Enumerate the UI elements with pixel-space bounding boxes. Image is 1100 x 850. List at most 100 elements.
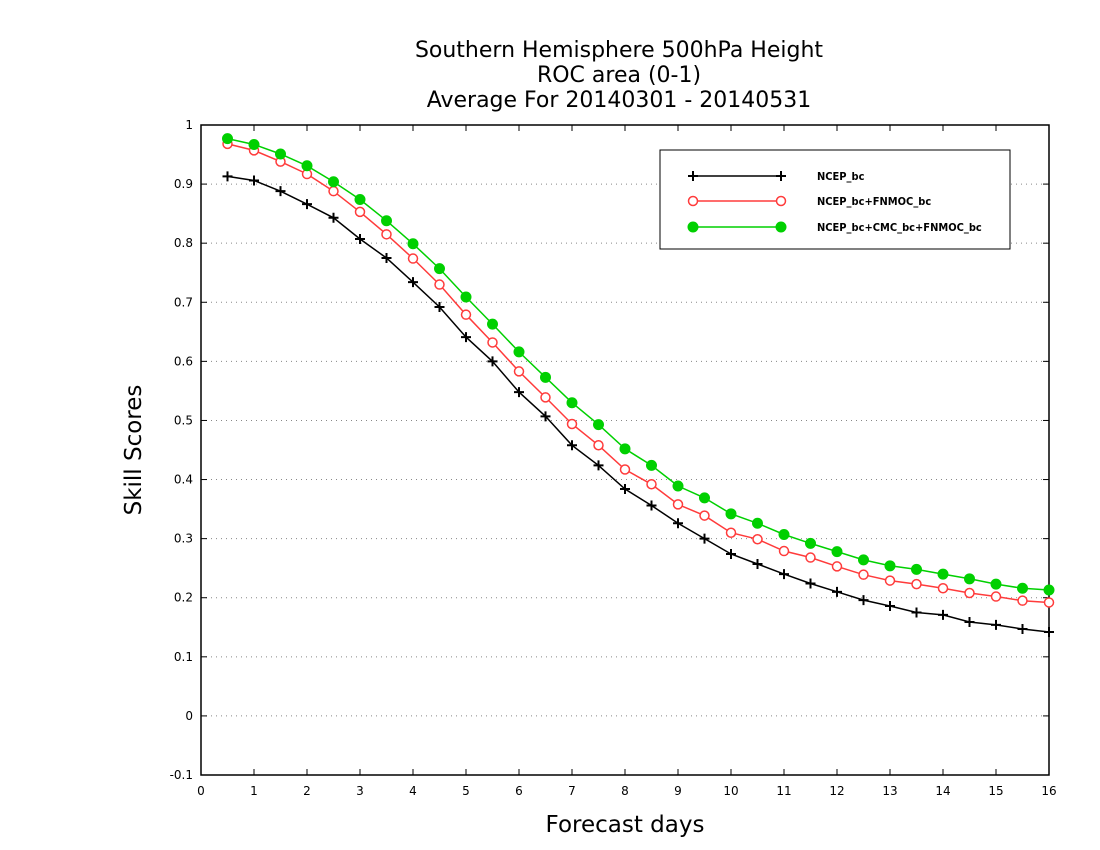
x-tick-label: 4 <box>409 784 417 798</box>
y-tick-label: 0.7 <box>174 295 193 309</box>
data-point <box>222 171 233 182</box>
data-point <box>567 440 577 451</box>
data-point <box>355 234 365 245</box>
data-point <box>938 609 948 620</box>
data-point <box>487 318 498 330</box>
data-point <box>566 418 578 430</box>
x-tick-label: 15 <box>988 784 1003 798</box>
x-tick-label: 16 <box>1041 784 1056 798</box>
y-tick-label: 0.9 <box>174 177 193 191</box>
data-point <box>964 616 975 627</box>
data-point <box>460 291 472 303</box>
x-axis-title: Forecast days <box>546 812 705 838</box>
data-point <box>593 440 604 451</box>
data-point <box>991 619 1001 630</box>
data-point <box>540 411 551 422</box>
y-tick-label: 0.4 <box>174 473 193 487</box>
x-tick-label: 5 <box>462 784 470 798</box>
data-point <box>354 206 366 218</box>
data-point <box>752 517 763 529</box>
data-point <box>673 518 683 529</box>
x-tick-label: 10 <box>723 784 738 798</box>
series-1 <box>222 138 1055 608</box>
data-point <box>858 595 869 606</box>
series-2 <box>222 133 1055 596</box>
legend-box <box>659 149 1011 250</box>
data-point <box>248 139 260 150</box>
data-point <box>779 569 789 580</box>
data-point <box>937 568 949 580</box>
data-point <box>620 484 630 494</box>
data-point <box>434 302 445 312</box>
legend-item: NCEP_bc+FNMOC_bc <box>687 195 931 208</box>
data-point <box>1017 624 1028 635</box>
data-point <box>460 309 472 320</box>
data-point <box>1043 584 1055 596</box>
data-point <box>328 212 339 223</box>
series-0 <box>222 171 1054 637</box>
data-point <box>775 195 787 207</box>
data-point <box>937 583 949 594</box>
data-point <box>328 176 339 188</box>
data-point <box>687 195 699 207</box>
data-point <box>593 460 604 471</box>
data-point <box>619 464 631 475</box>
data-point <box>990 591 1002 602</box>
data-point <box>407 253 419 264</box>
data-point <box>619 443 631 455</box>
x-tick-label: 7 <box>568 784 576 798</box>
data-point <box>222 133 233 145</box>
x-tick-label: 14 <box>935 784 950 798</box>
data-point <box>354 193 366 205</box>
data-point <box>249 175 259 186</box>
y-tick-label: 0 <box>185 709 193 723</box>
x-tick-label: 3 <box>356 784 364 798</box>
data-point <box>275 186 286 197</box>
data-point <box>513 366 525 377</box>
data-point <box>752 533 763 545</box>
data-point <box>381 252 392 263</box>
data-point <box>328 185 339 197</box>
legend: NCEP_bc NCEP_bc+FNMOC_bc NCEP_bc+CMC_bc+FN… <box>659 149 1011 250</box>
legend-label: NCEP_bc+CMC_bc+FNMOC_bc <box>817 221 982 234</box>
legend-item: NCEP_bc+CMC_bc+FNMOC_bc <box>687 221 982 234</box>
y-axis-ticks: -0.1 0 0.1 0.2 0.3 0.4 0.5 0.6 0.7 0.8 0.9 1 <box>170 118 1049 782</box>
data-point <box>805 552 816 563</box>
data-point <box>1017 595 1028 606</box>
data-point <box>408 277 418 288</box>
legend-item: NCEP_bc <box>688 170 865 183</box>
data-point <box>687 221 699 233</box>
data-point <box>725 508 737 520</box>
data-point <box>911 578 922 590</box>
x-tick-label: 12 <box>829 784 844 798</box>
data-point <box>672 499 684 510</box>
y-tick-label: -0.1 <box>170 768 193 782</box>
data-point <box>776 171 786 181</box>
data-point <box>805 537 816 549</box>
chart-title-line-3: Average For 20140301 - 20140531 <box>427 88 812 113</box>
data-series <box>222 133 1055 637</box>
data-point <box>725 527 737 538</box>
data-point <box>487 356 498 367</box>
chart-title-line-2: ROC area (0-1) <box>537 63 701 88</box>
data-point <box>990 578 1002 590</box>
data-point <box>831 546 843 558</box>
y-axis-title: Skill Scores <box>121 385 147 516</box>
data-point <box>275 148 286 160</box>
data-point <box>699 492 710 504</box>
y-tick-label: 0.5 <box>174 413 193 427</box>
data-point <box>646 500 657 511</box>
data-point <box>885 601 895 611</box>
data-point <box>381 215 392 227</box>
data-point <box>699 533 710 544</box>
data-point <box>964 587 975 599</box>
data-point <box>831 561 843 572</box>
data-point <box>1017 582 1028 594</box>
y-tick-label: 0.3 <box>174 532 193 546</box>
y-tick-label: 1 <box>185 118 193 132</box>
x-tick-label: 1 <box>250 784 258 798</box>
data-point <box>964 573 975 585</box>
data-point <box>672 480 684 492</box>
x-tick-label: 13 <box>882 784 897 798</box>
data-point <box>381 229 392 240</box>
